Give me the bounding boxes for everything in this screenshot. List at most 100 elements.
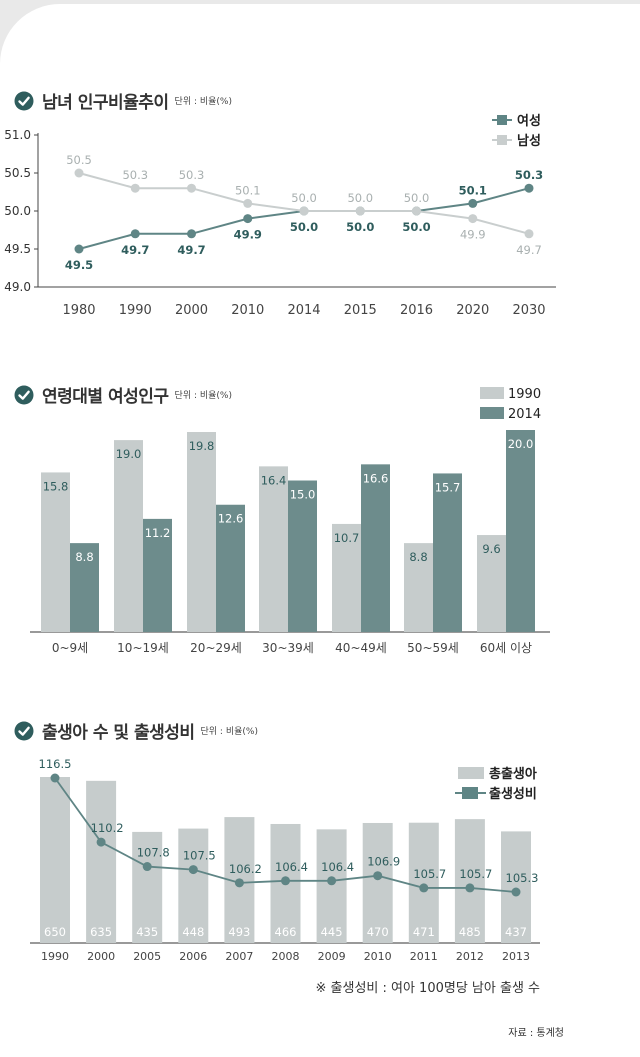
male-data-point [74, 168, 84, 178]
births-bar-label: 471 [413, 925, 435, 939]
x-tick-label: 60세 이상 [480, 641, 532, 655]
bar-2014-label: 15.0 [290, 488, 316, 502]
bar-2014 [288, 480, 317, 632]
age-chart-title: 연령대별 여성인구 [42, 387, 169, 407]
births-bar [454, 819, 485, 943]
y-tick-label: 50.0 [4, 204, 31, 218]
age-chart-unit: 단위 : 비율(%) [174, 391, 232, 401]
gender-chart-unit: 단위 : 비율(%) [174, 97, 232, 107]
birth-chart-title: 출생아 수 및 출생성비 [42, 723, 195, 743]
sex-ratio-point [327, 876, 337, 886]
y-tick-label: 51.0 [4, 128, 31, 142]
sex-ratio-label: 116.5 [39, 757, 72, 771]
male-data-label: 50.3 [122, 168, 148, 182]
x-tick-label: 1990 [119, 303, 152, 318]
births-bar-label: 466 [275, 925, 297, 939]
bar-1990 [332, 523, 361, 632]
female-data-point [243, 214, 253, 224]
births-bar [86, 780, 117, 943]
check-icon [14, 721, 34, 740]
births-bar-label: 435 [136, 925, 158, 939]
male-data-point [355, 206, 365, 216]
y-tick-label: 50.5 [4, 166, 31, 180]
bar-1990-label: 8.8 [409, 550, 427, 564]
bar-2014 [433, 473, 462, 632]
female-data-point [187, 229, 196, 239]
sex-ratio-label: 105.7 [459, 867, 492, 881]
male-data-point [243, 198, 253, 208]
male-data-label: 50.5 [66, 153, 92, 167]
sex-ratio-point [465, 883, 475, 893]
x-tick-label: 30~39세 [262, 641, 314, 655]
legend-label-ratio: 출생성비 [489, 786, 537, 802]
bar-2014-label: 20.0 [508, 437, 534, 451]
male-data-label: 50.1 [235, 183, 261, 197]
legend-label-births: 총출생아 [489, 766, 537, 782]
births-bar-label: 448 [182, 925, 204, 939]
births-bar [132, 831, 163, 943]
x-tick-label: 10~19세 [117, 641, 169, 655]
bar-2014-label: 12.6 [218, 512, 244, 526]
gender-chart-heading: 남녀 인구비율추이 단위 : 비율(%) [14, 88, 232, 113]
bar-1990-label: 19.8 [189, 439, 215, 453]
female-data-label: 49.7 [177, 243, 205, 257]
y-tick-label: 49.5 [4, 242, 31, 256]
sex-ratio-label: 110.2 [91, 821, 124, 835]
x-tick-label: 2010 [364, 950, 392, 963]
x-tick-label: 2010 [231, 303, 264, 318]
sex-ratio-label: 107.8 [137, 846, 170, 860]
bar-1990-label: 16.4 [261, 473, 287, 487]
bar-2014-label: 16.6 [363, 471, 389, 485]
legend-label-1990: 1990 [508, 387, 541, 402]
male-legend-marker [497, 135, 507, 145]
bar-1990 [41, 472, 70, 632]
male-data-point [299, 206, 309, 216]
x-tick-label: 2012 [456, 950, 484, 963]
female-data-point [524, 183, 534, 193]
x-tick-label: 2015 [344, 303, 377, 318]
male-data-label: 50.0 [404, 191, 430, 205]
bar-2014 [216, 504, 245, 632]
bar-1990-label: 15.8 [43, 479, 69, 493]
check-icon [14, 385, 34, 404]
sex-ratio-label: 107.5 [183, 849, 216, 863]
births-bar-label: 470 [367, 925, 389, 939]
births-bar [501, 831, 531, 943]
gender-chart-title: 남녀 인구비율추이 [42, 93, 169, 113]
female-data-label: 50.0 [290, 220, 318, 234]
female-data-point [130, 229, 140, 239]
female-data-label: 50.0 [402, 220, 430, 234]
births-bar-label: 437 [505, 925, 527, 939]
x-tick-label: 2000 [175, 303, 208, 318]
female-data-point [468, 198, 478, 208]
female-data-label: 49.9 [234, 228, 262, 242]
sex-ratio-point [234, 878, 244, 888]
births-bar [178, 828, 209, 943]
bar-2014 [361, 464, 390, 632]
legend-swatch-1990 [480, 387, 504, 399]
sex-ratio-label: 105.7 [413, 867, 446, 881]
births-bar [408, 822, 439, 943]
legend-swatch-2014 [480, 407, 504, 419]
births-bar-label: 635 [90, 925, 112, 939]
x-tick-label: 2000 [87, 950, 115, 963]
sex-ratio-point [419, 883, 429, 893]
x-tick-label: 2020 [456, 303, 489, 318]
sex-ratio-point [188, 865, 198, 875]
male-data-label: 50.0 [291, 191, 317, 205]
births-bar-label: 485 [459, 925, 481, 939]
male-data-label: 50.0 [347, 191, 373, 205]
footnote: ※ 출생성비 : 여아 100명당 남아 출생 수 [315, 981, 541, 996]
bar-1990 [114, 440, 143, 632]
sex-ratio-point [281, 876, 290, 886]
bar-2014 [506, 430, 535, 632]
x-tick-label: 20~29세 [190, 641, 242, 655]
check-icon [14, 91, 34, 110]
bar-2014-label: 15.7 [435, 480, 461, 494]
source-note: 자료 : 통계청 [508, 1028, 564, 1039]
female-data-label: 49.7 [121, 243, 149, 257]
legend-label-2014: 2014 [508, 407, 541, 422]
male-data-point [130, 183, 140, 193]
bar-1990 [477, 535, 506, 632]
births-bar [316, 829, 347, 943]
